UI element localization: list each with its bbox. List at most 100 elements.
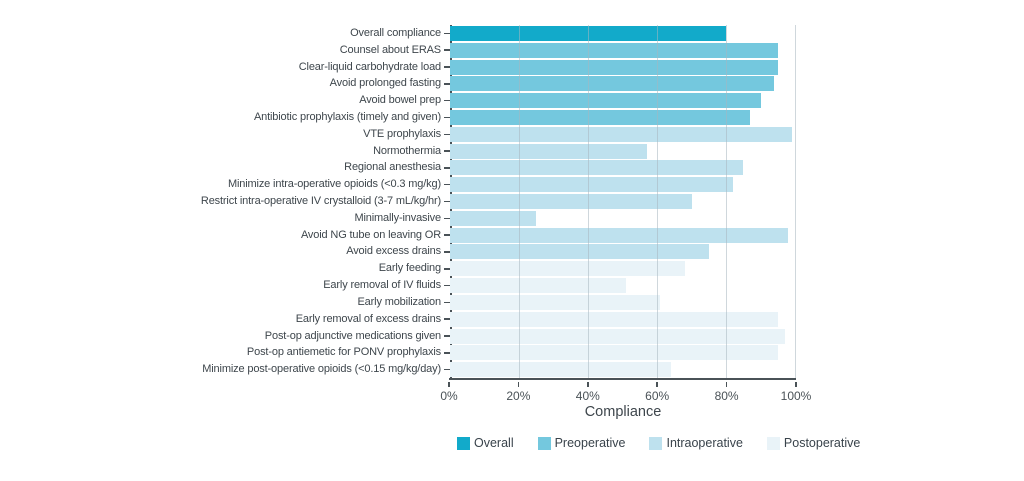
legend-swatch-icon [457, 436, 470, 450]
x-axis-tick-icon [587, 382, 589, 387]
chart-row: Minimize post-operative opioids (<0.15 m… [0, 361, 795, 378]
y-axis-tick-icon [444, 83, 450, 85]
bar-track [450, 176, 795, 193]
bar-track [450, 244, 795, 261]
compliance-bar [450, 345, 778, 361]
y-axis-tick-icon [444, 116, 450, 119]
category-label: Antibiotic prophylaxis (timely and given… [253, 110, 441, 123]
compliance-bar [450, 278, 626, 294]
compliance-bar [450, 261, 685, 277]
bar-track [450, 193, 795, 210]
legend-item: Overall [457, 436, 514, 450]
chart-row: Post-op antiemetic for PONV prophylaxis [0, 344, 795, 361]
compliance-bar [450, 227, 789, 243]
category-label: Early removal of excess drains [295, 312, 441, 325]
chart-row: Restrict intra-operative IV crystalloid … [0, 193, 795, 210]
category-label: Minimize post-operative opioids (<0.15 m… [202, 363, 441, 376]
category-label: Normothermia [373, 144, 441, 157]
compliance-bar [450, 59, 778, 75]
category-label: Minimally-invasive [354, 211, 441, 224]
legend-label: Postoperative [783, 436, 861, 450]
category-label: Avoid NG tube on leaving OR [300, 228, 441, 241]
category-label: Post-op adjunctive medications given [264, 329, 441, 342]
x-axis-tick-icon [517, 382, 520, 387]
legend-item: Postoperative [766, 436, 861, 450]
chart-row: Early mobilization [0, 294, 795, 311]
bar-track [450, 344, 795, 361]
compliance-bar [450, 109, 751, 125]
chart-row: VTE prophylaxis [0, 126, 795, 143]
category-label: Avoid excess drains [346, 245, 441, 258]
compliance-bar [450, 25, 726, 41]
y-axis-tick-icon [444, 284, 450, 287]
y-axis-tick-icon [444, 234, 450, 236]
bar-track [450, 227, 795, 244]
category-label: Regional anesthesia [344, 161, 441, 174]
compliance-bar [450, 311, 778, 327]
legend-label: Preoperative [554, 436, 626, 450]
category-label: Overall compliance [350, 26, 441, 39]
chart-row: Avoid excess drains [0, 244, 795, 261]
y-axis-tick-icon [444, 217, 450, 220]
category-label: Minimize intra-operative opioids (<0.3 m… [227, 178, 441, 191]
x-axis-title: Compliance [584, 404, 662, 420]
x-axis-tick-label: 60% [645, 389, 670, 403]
y-axis-tick-icon [444, 301, 450, 304]
y-axis-tick-icon [444, 352, 450, 354]
chart-row: Minimize intra-operative opioids (<0.3 m… [0, 176, 795, 193]
compliance-bar [450, 194, 692, 210]
compliance-bar [450, 143, 647, 159]
compliance-bar [450, 244, 709, 260]
legend-item: Preoperative [537, 436, 626, 450]
x-axis-tick-icon [448, 382, 450, 387]
chart-row: Early removal of excess drains [0, 311, 795, 328]
bar-track [450, 126, 795, 143]
y-axis-tick-icon [444, 183, 450, 186]
x-axis-tick-icon [795, 382, 797, 387]
x-axis: 0% 20% 40% 60% 80% 100% [440, 378, 811, 403]
legend-swatch-icon [766, 436, 780, 450]
bar-track [450, 277, 795, 294]
y-axis-tick-icon [444, 368, 450, 371]
compliance-bar [450, 76, 775, 92]
chart-row: Clear-liquid carbohydrate load [0, 59, 795, 76]
compliance-bar [450, 160, 744, 176]
bar-track [450, 361, 795, 378]
x-axis-tick-icon [656, 382, 658, 387]
chart-row: Regional anesthesia [0, 160, 795, 177]
bar-track [450, 92, 795, 109]
chart-rows: Overall compliance Counsel about ERAS Clea… [0, 25, 795, 378]
x-axis-tick-label: 20% [506, 389, 531, 403]
bar-track [450, 260, 795, 277]
y-axis-tick-icon [444, 32, 450, 35]
y-axis-tick-icon [444, 66, 450, 68]
y-axis-tick-icon [444, 150, 450, 152]
category-label: Early mobilization [357, 295, 441, 308]
category-label: Counsel about ERAS [339, 43, 441, 56]
chart-row: Minimally-invasive [0, 210, 795, 227]
x-axis-tick-label: 40% [575, 389, 600, 403]
compliance-bar [450, 177, 733, 193]
y-axis-tick-icon [444, 200, 450, 203]
bar-track [450, 75, 795, 92]
bar-track [450, 294, 795, 311]
category-label: Post-op antiemetic for PONV prophylaxis [246, 346, 441, 359]
bar-track [450, 42, 795, 59]
y-axis-tick-icon [444, 335, 450, 337]
category-label: Early removal of IV fluids [323, 279, 441, 292]
chart-row: Early feeding [0, 260, 795, 277]
chart-row: Avoid bowel prep [0, 92, 795, 109]
chart-row: Early removal of IV fluids [0, 277, 795, 294]
compliance-bar [450, 126, 792, 142]
compliance-bar [450, 42, 778, 58]
x-axis-tick-label: 0% [440, 389, 458, 403]
y-axis-tick-icon [444, 251, 450, 253]
y-axis-tick-icon [444, 133, 450, 136]
y-axis-tick-icon [444, 99, 450, 102]
chart-row: Overall compliance [0, 25, 795, 42]
chart-row: Avoid prolonged fasting [0, 75, 795, 92]
compliance-bar [450, 93, 761, 109]
legend-swatch-icon [649, 436, 663, 450]
bar-track [450, 160, 795, 177]
chart-row: Normothermia [0, 143, 795, 160]
